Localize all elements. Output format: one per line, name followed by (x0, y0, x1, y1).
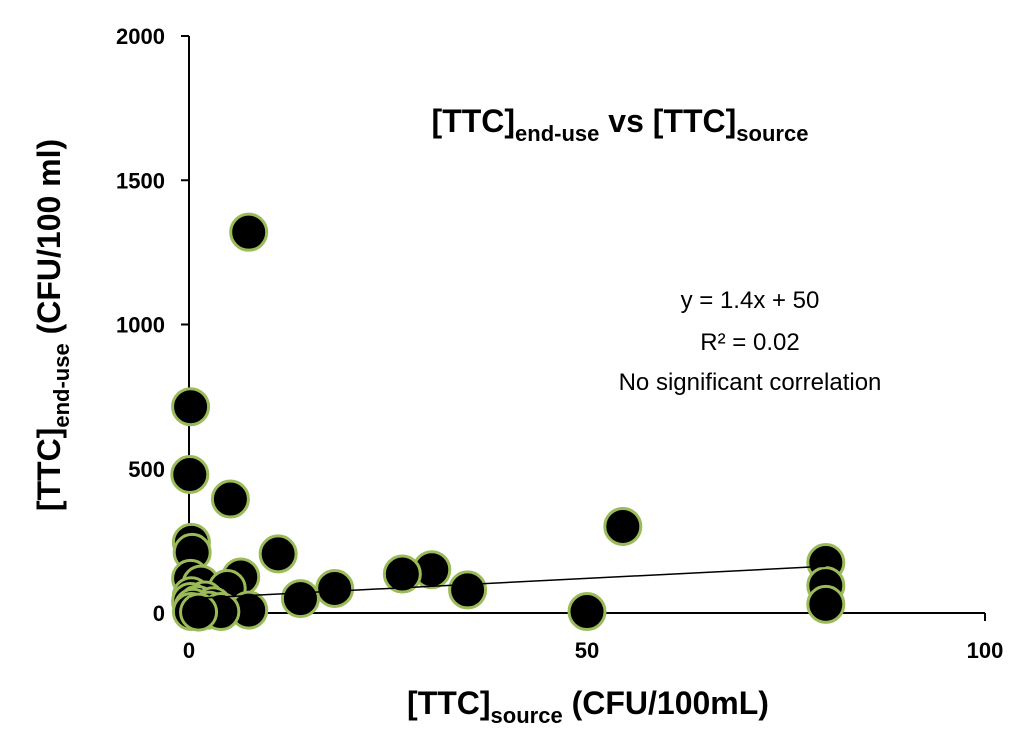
x-axis-title-main: [TTC] (407, 685, 491, 721)
trendline-equation: y = 1.4x + 50 (681, 287, 820, 314)
trendline-group (188, 565, 826, 600)
data-point (171, 387, 211, 427)
y-axis-title: [TTC]end-use (CFU/100 ml) (31, 139, 74, 511)
data-point (567, 592, 607, 632)
chart-title: [TTC]end-use vs [TTC]source (432, 103, 809, 146)
chart-title-sub-2: source (736, 121, 808, 146)
data-point (229, 212, 269, 252)
data-point (382, 554, 422, 594)
y-tick-label: 1000 (116, 313, 165, 338)
y-axis-title-sub: end-use (49, 343, 74, 427)
data-point (603, 506, 643, 546)
scatter-points (170, 212, 846, 632)
x-axis-title-rest: (CFU/100mL) (563, 685, 769, 721)
chart-title-main-2: [TTC] (653, 103, 737, 139)
data-point (179, 592, 219, 632)
correlation-note: No significant correlation (619, 369, 882, 396)
x-axis-title: [TTC]source (CFU/100mL) (407, 685, 769, 728)
chart-title-mid: vs (599, 103, 652, 139)
x-axis-title-sub: source (491, 703, 563, 728)
x-tick-label: 50 (575, 638, 599, 663)
x-tick-label: 100 (967, 638, 1004, 663)
y-tick-label: 500 (128, 457, 165, 482)
chart-title-main-1: [TTC] (432, 103, 516, 139)
y-axis-ticks: 0 500 1000 1500 2000 (116, 24, 189, 626)
data-point (315, 568, 355, 608)
y-tick-label: 2000 (116, 24, 165, 49)
y-axis-title-rest: (CFU/100 ml) (31, 139, 67, 343)
y-tick-label: 0 (153, 601, 165, 626)
data-point (210, 479, 250, 519)
y-tick-label: 1500 (116, 168, 165, 193)
data-point (448, 570, 488, 610)
chart-title-sub-1: end-use (515, 121, 599, 146)
data-point (280, 579, 320, 619)
x-tick-label: 0 (183, 638, 195, 663)
data-point (170, 455, 210, 495)
r-squared-label: R² = 0.02 (700, 329, 799, 356)
trendline (188, 565, 826, 600)
data-point (258, 534, 298, 574)
y-axis-title-main: [TTC] (31, 428, 67, 512)
data-point (806, 584, 846, 624)
